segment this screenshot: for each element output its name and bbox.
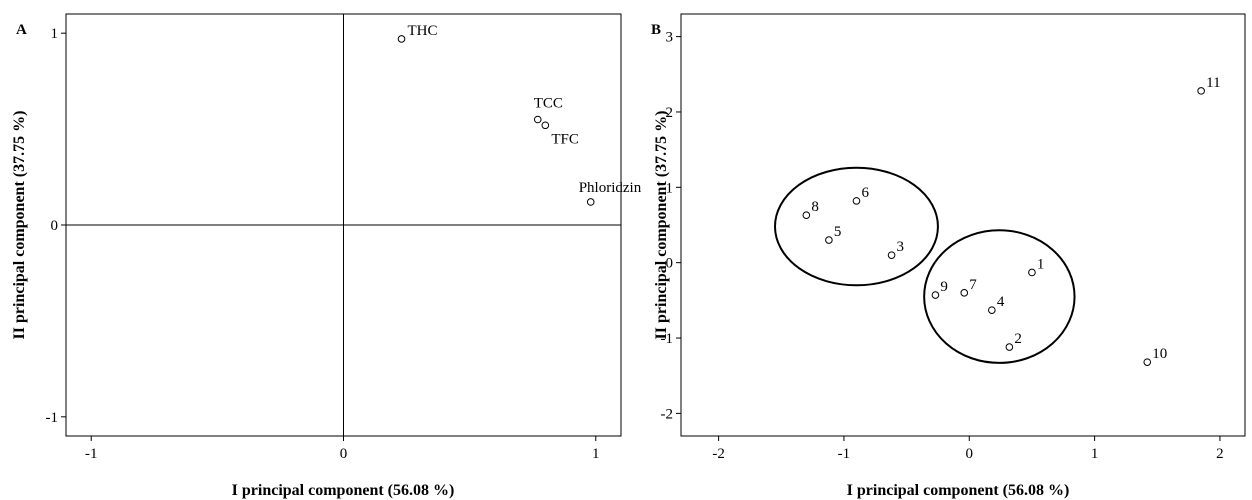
point-label: Phloridzin: [579, 180, 642, 196]
point-label: 8: [811, 199, 819, 215]
y-tick-label: 3: [666, 30, 674, 46]
x-tick-label: 1: [1091, 446, 1099, 462]
data-point: [852, 197, 861, 205]
cluster-ellipse: [923, 229, 1076, 364]
y-tick-label: 1: [666, 180, 674, 196]
point-label: 9: [940, 279, 948, 295]
point-label: 11: [1206, 75, 1220, 91]
point-label: 1: [1037, 256, 1045, 272]
data-point: [802, 211, 811, 220]
panel-b-letter: B: [651, 22, 661, 38]
point-label: 5: [834, 224, 842, 240]
data-point: [586, 198, 595, 206]
data-point: [397, 35, 406, 43]
point-label: 4: [997, 294, 1005, 310]
point-label: 10: [1152, 346, 1167, 362]
panel-b-y-axis-title: II principal component (37.75 %): [653, 111, 670, 340]
y-tick-label: -2: [661, 406, 674, 422]
panel-b-x-axis-title: I principal component (56.08 %): [847, 482, 1070, 499]
point-label: 7: [969, 277, 977, 293]
point-label: 2: [1014, 331, 1022, 347]
panel-b-plot-frame: [680, 13, 1246, 437]
x-tick-label: 1: [592, 446, 600, 462]
data-point: [825, 236, 833, 244]
data-point: [887, 251, 896, 259]
x-tick-label: -1: [838, 446, 851, 462]
point-label: THC: [408, 23, 438, 39]
data-point: [988, 306, 996, 314]
x-tick-label: -2: [712, 446, 725, 462]
data-point: [1005, 343, 1014, 351]
panel-a-x-axis-title: I principal component (56.08 %): [232, 482, 455, 499]
data-point: [931, 291, 940, 299]
data-point: [1143, 358, 1152, 366]
y-tick-label: 1: [51, 26, 59, 42]
data-point: [1028, 268, 1036, 277]
panel-a: A -1 0 1 -1 0 1 THC TCC TFC Phloridzin I princi…: [11, 13, 642, 499]
panel-a-y-axis-title: II principal component (37.75 %): [11, 111, 28, 340]
data-point: [1197, 87, 1205, 95]
y-tick-label: -1: [661, 331, 674, 347]
x-tick-label: 0: [340, 446, 348, 462]
point-label: TFC: [551, 131, 579, 147]
x-tick-label: -1: [85, 446, 98, 462]
cluster-ellipse: [774, 166, 939, 287]
point-label: 6: [861, 185, 869, 201]
point-label: TCC: [534, 96, 563, 112]
point-label: 3: [897, 239, 905, 255]
y-tick-label: -1: [46, 410, 59, 426]
panel-a-letter: A: [16, 22, 27, 38]
y-tick-label: 2: [666, 105, 674, 121]
data-point: [960, 289, 969, 297]
x-tick-label: 0: [966, 446, 974, 462]
data-point: [533, 115, 542, 124]
y-tick-label: 0: [666, 256, 674, 272]
x-tick-label: 2: [1216, 446, 1224, 462]
y-tick-label: 0: [51, 218, 59, 234]
panel-b: B -2 -1 0 1 2 -2 -1 0 1 2 3 1 2 3 4 5 6 7 8 9 10 11 I princ…: [651, 13, 1246, 499]
data-point: [541, 121, 550, 130]
